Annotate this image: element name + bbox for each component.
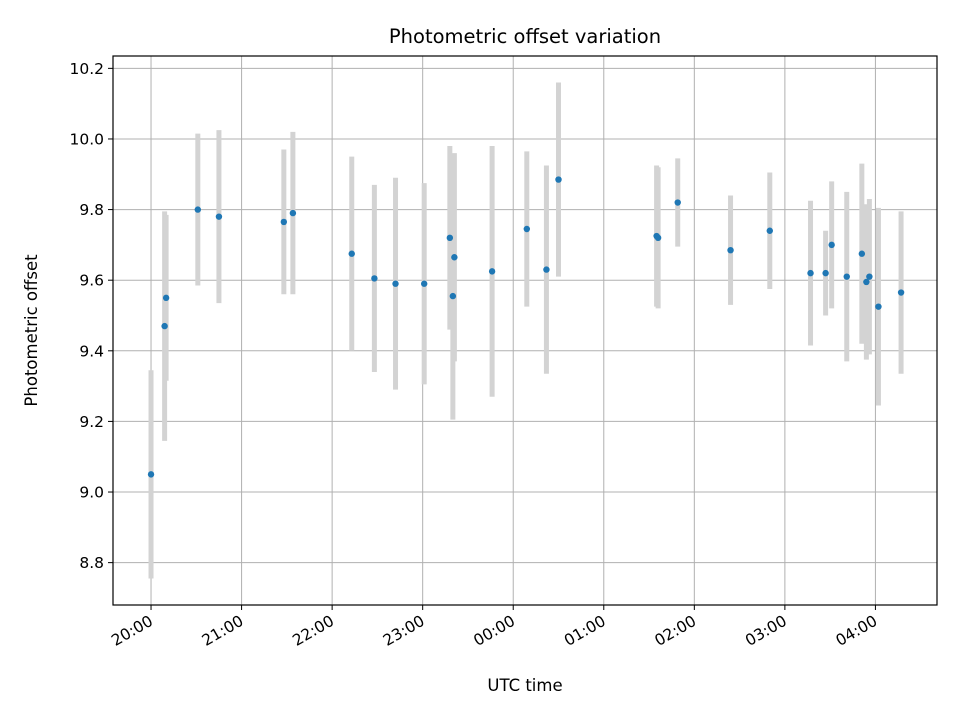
data-point — [858, 250, 866, 257]
data-point — [727, 246, 734, 254]
data-point — [766, 227, 773, 234]
data-point — [280, 218, 288, 226]
data-point — [161, 322, 168, 330]
y-tick-label: 9.8 — [79, 201, 104, 219]
data-point — [674, 199, 681, 206]
errorbar-layer — [148, 82, 904, 579]
data-point — [194, 206, 202, 213]
y-tick-label: 9.2 — [79, 413, 104, 431]
x-tick-label: 04:00 — [833, 612, 881, 650]
data-point — [371, 275, 378, 282]
data-point — [897, 289, 905, 296]
data-point — [875, 303, 882, 310]
y-tick-label: 9.6 — [79, 272, 104, 290]
y-axis-label: Photometric offset — [22, 254, 41, 407]
x-axis-label: UTC time — [487, 676, 562, 695]
data-point — [348, 250, 355, 257]
x-tick-label: 03:00 — [742, 612, 790, 650]
data-point — [392, 280, 399, 287]
data-point — [523, 225, 531, 233]
y-tick-label: 9.0 — [79, 484, 104, 502]
data-point — [446, 234, 454, 242]
data-point — [289, 209, 297, 217]
y-tick-label: 9.4 — [79, 342, 104, 360]
x-tick-label: 21:00 — [199, 612, 247, 650]
x-tick-label: 22:00 — [289, 612, 337, 650]
x-tick-label: 02:00 — [652, 612, 700, 650]
data-point — [449, 292, 457, 300]
data-point — [147, 471, 155, 478]
data-point — [451, 254, 458, 261]
data-point — [162, 294, 170, 302]
x-tick-label: 00:00 — [471, 612, 519, 650]
data-point — [807, 269, 814, 277]
plot-frame — [112, 55, 938, 606]
tick-layer: 20:00 21:00 22:00 23:00 00:00 01:00 02:00 03:00… — [69, 60, 880, 650]
data-point — [828, 241, 835, 249]
data-point — [822, 269, 829, 277]
data-point — [215, 213, 223, 220]
data-point — [654, 234, 662, 242]
data-point — [555, 176, 562, 183]
grid-layer — [113, 56, 937, 605]
y-tick-label: 10.0 — [69, 130, 104, 148]
x-tick-label: 01:00 — [561, 612, 609, 650]
y-tick-label: 8.8 — [79, 554, 104, 572]
data-point — [866, 273, 873, 280]
data-point — [488, 268, 496, 275]
data-point — [863, 278, 870, 286]
y-tick-label: 10.2 — [69, 60, 104, 78]
data-point — [843, 273, 850, 280]
point-layer — [147, 176, 905, 478]
chart-title: Photometric offset variation — [389, 25, 661, 48]
x-tick-label: 20:00 — [108, 612, 156, 650]
data-point — [543, 266, 550, 273]
x-tick-label: 23:00 — [380, 612, 428, 650]
data-point — [420, 280, 428, 287]
